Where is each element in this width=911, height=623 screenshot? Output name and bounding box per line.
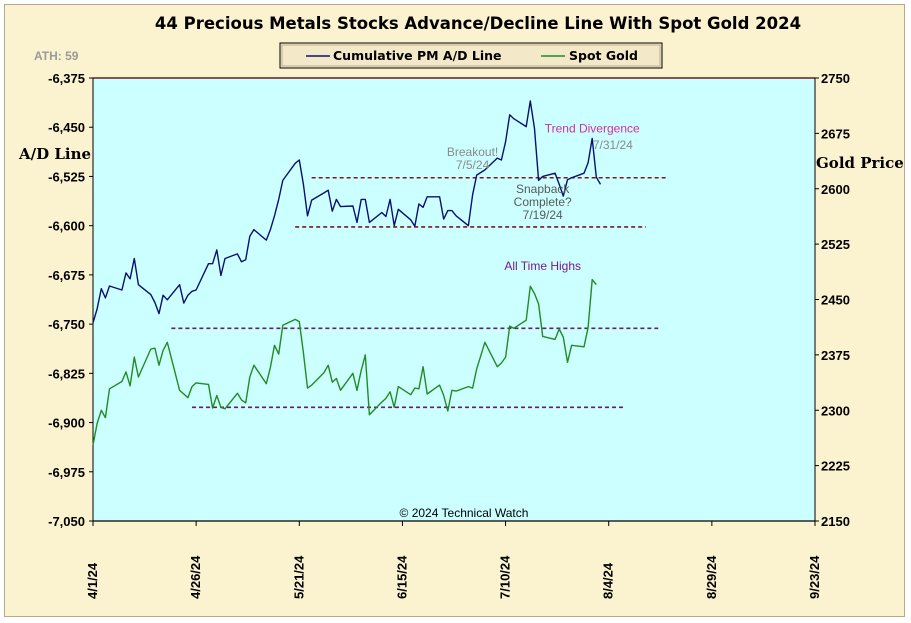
x-tick-label: 4/26/24 xyxy=(188,555,203,599)
x-tick-label: 5/21/24 xyxy=(291,555,306,599)
y-right-tick-label: 2375 xyxy=(821,348,850,363)
y-left-label: A/D Line xyxy=(18,145,91,163)
y-right-tick-label: 2525 xyxy=(821,237,850,252)
annotation-text: Breakout! xyxy=(447,145,498,159)
annotation-text: Complete? xyxy=(514,195,572,209)
annotation-text: Snapback xyxy=(516,182,570,196)
y-right-tick-label: 2675 xyxy=(821,126,850,141)
y-left-tick-label: -6,825 xyxy=(48,366,85,381)
y-left-tick-label: -7,050 xyxy=(48,514,85,529)
y-left-tick-label: -6,750 xyxy=(48,317,85,332)
annotation-text: All Time Highs xyxy=(504,259,581,273)
y-left-tick-label: -6,975 xyxy=(48,465,85,480)
y-right-tick-label: 2600 xyxy=(821,182,850,197)
y-left-ticks: -6,375 -6,450 -6,525 -6,600 -6,675 -6,750 -6,8… xyxy=(48,71,93,529)
reference-lines xyxy=(171,176,667,409)
y-left-tick-label: -6,450 xyxy=(48,120,85,135)
plot-area xyxy=(93,78,815,521)
legend-box xyxy=(279,42,663,69)
y-right-tick-label: 2150 xyxy=(821,514,850,529)
series-lines xyxy=(92,100,602,446)
gold-price-series xyxy=(92,278,597,446)
x-ticks: 4/1/24 4/26/24 5/21/24 6/15/24 7/10/24 8/4/24… xyxy=(85,521,822,599)
y-left-tick-label: -6,600 xyxy=(48,219,85,234)
x-tick-label: 6/15/24 xyxy=(394,555,409,599)
legend-box-inner xyxy=(281,44,661,67)
legend-label-gold: Spot Gold xyxy=(569,48,638,63)
y-right-tick-label: 2450 xyxy=(821,293,850,308)
x-tick-label: 8/4/24 xyxy=(601,562,616,599)
ad-line-series xyxy=(92,100,602,323)
chart-title: 44 Precious Metals Stocks Advance/Declin… xyxy=(155,14,801,33)
legend: Cumulative PM A/D Line Spot Gold xyxy=(279,42,663,69)
y-right-tick-label: 2225 xyxy=(821,459,850,474)
y-right-label: Gold Price xyxy=(816,154,904,172)
annotation-text: 7/31/24 xyxy=(593,138,633,152)
copyright-text: © 2024 Technical Watch xyxy=(400,506,529,520)
y-left-tick-label: -6,900 xyxy=(48,416,85,431)
x-tick-label: 7/10/24 xyxy=(498,555,513,599)
y-left-tick-label: -6,375 xyxy=(48,71,85,86)
annotation-text: 7/19/24 xyxy=(523,208,563,222)
x-tick-label: 4/1/24 xyxy=(85,562,100,599)
x-tick-label: 9/23/24 xyxy=(807,555,822,599)
y-right-tick-label: 2750 xyxy=(821,71,850,86)
legend-label-ad: Cumulative PM A/D Line xyxy=(333,48,502,63)
annotation-text: 7/5/24 xyxy=(456,158,490,172)
x-tick-label: 8/29/24 xyxy=(704,555,719,599)
y-right-tick-label: 2300 xyxy=(821,403,850,418)
y-left-tick-label: -6,675 xyxy=(48,268,85,283)
y-right-ticks: 2150 2225 2300 2375 2450 2525 2600 2675 2750 xyxy=(815,71,850,529)
annotation-text: Trend Divergence xyxy=(545,121,640,135)
ath-label: ATH: 59 xyxy=(34,49,79,63)
y-left-tick-label: -6,525 xyxy=(48,169,85,184)
